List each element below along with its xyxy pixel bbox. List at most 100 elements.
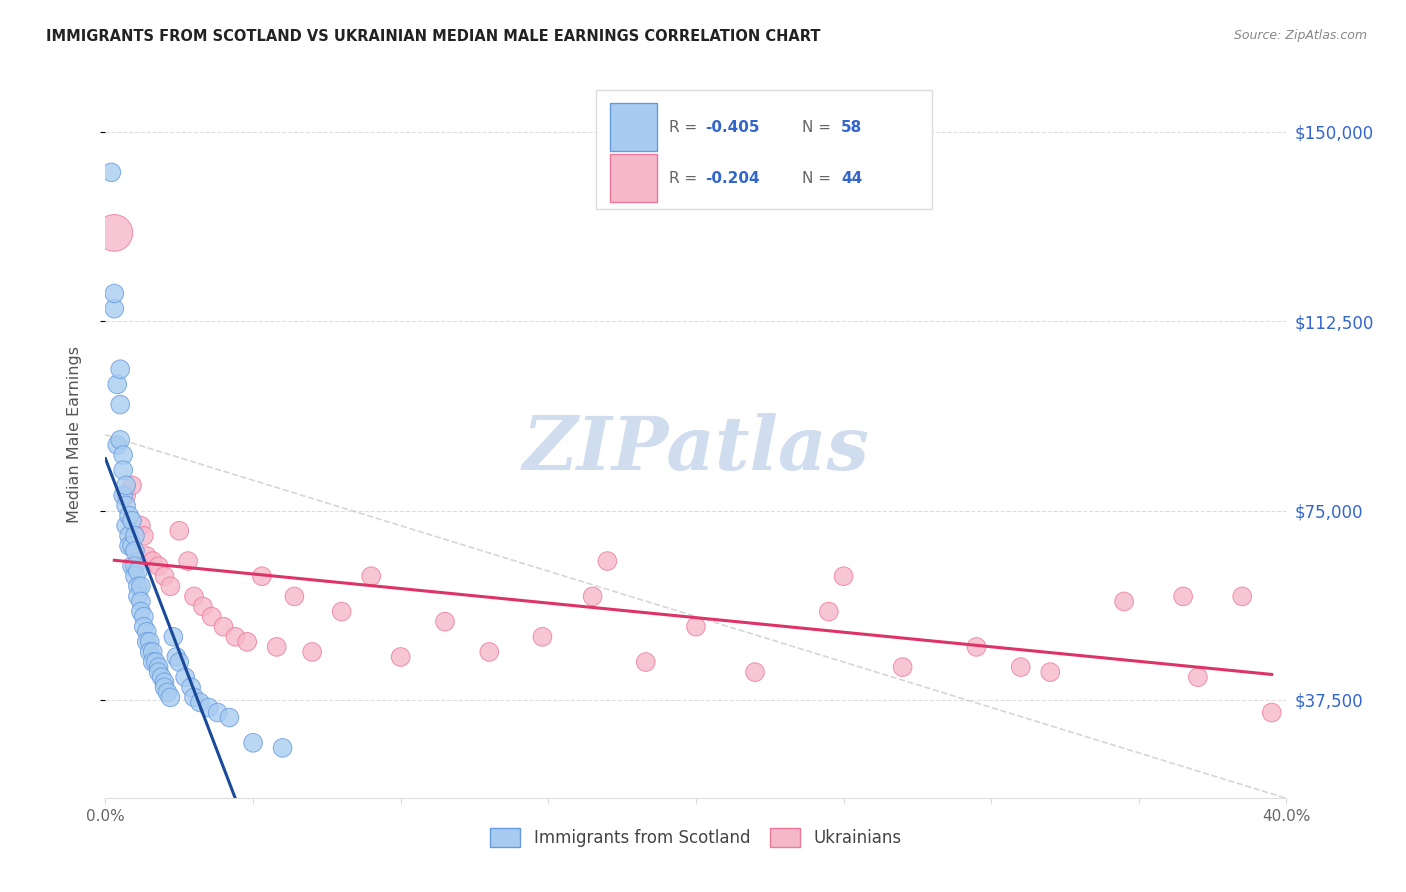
Point [174, 670, 197, 684]
Point [127, 590, 149, 604]
Point [218, 710, 240, 724]
Text: 44: 44 [841, 170, 862, 186]
Point [177, 554, 200, 568]
Point [183, 690, 205, 705]
Point [389, 650, 412, 665]
Point [132, 609, 155, 624]
Point [121, 478, 143, 492]
Point [129, 605, 152, 619]
Point [132, 620, 155, 634]
Point [124, 529, 146, 543]
Point [135, 635, 157, 649]
Point [110, 433, 132, 447]
Point [191, 599, 214, 614]
Point [242, 736, 264, 750]
Point [127, 564, 149, 578]
Point [818, 605, 841, 619]
FancyBboxPatch shape [596, 89, 932, 210]
Point [1261, 706, 1284, 720]
Point [127, 579, 149, 593]
Point [115, 499, 138, 513]
Point [271, 740, 294, 755]
Text: IMMIGRANTS FROM SCOTLAND VS UKRAINIAN MEDIAN MALE EARNINGS CORRELATION CHART: IMMIGRANTS FROM SCOTLAND VS UKRAINIAN ME… [46, 29, 821, 44]
Point [142, 554, 165, 568]
Point [138, 635, 162, 649]
Point [250, 569, 273, 583]
Point [596, 554, 619, 568]
Point [330, 605, 353, 619]
Point [634, 655, 657, 669]
Point [582, 590, 605, 604]
Point [142, 645, 165, 659]
Point [142, 655, 165, 669]
Point [150, 670, 173, 684]
Point [180, 680, 202, 694]
Point [283, 590, 305, 604]
FancyBboxPatch shape [610, 154, 657, 202]
Point [744, 665, 766, 680]
Point [110, 362, 132, 376]
Point [135, 624, 157, 639]
Point [100, 165, 122, 179]
Point [112, 463, 135, 477]
Point [132, 529, 155, 543]
Point [169, 524, 191, 538]
Point [360, 569, 382, 583]
Point [124, 569, 146, 583]
Text: N =: N = [803, 120, 837, 135]
Point [478, 645, 501, 659]
Point [145, 655, 167, 669]
Text: N =: N = [803, 170, 837, 186]
Point [162, 630, 184, 644]
Point [153, 680, 176, 694]
Point [236, 635, 259, 649]
Point [118, 508, 141, 523]
Point [112, 448, 135, 462]
Text: Source: ZipAtlas.com: Source: ZipAtlas.com [1233, 29, 1367, 42]
Point [121, 514, 143, 528]
Point [891, 660, 914, 674]
Point [201, 609, 224, 624]
Point [1187, 670, 1209, 684]
Point [129, 579, 152, 593]
Point [129, 594, 152, 608]
Text: R =: R = [669, 170, 702, 186]
Point [129, 518, 152, 533]
Y-axis label: Median Male Earnings: Median Male Earnings [67, 346, 82, 524]
Legend: Immigrants from Scotland, Ukrainians: Immigrants from Scotland, Ukrainians [484, 822, 908, 854]
Point [1171, 590, 1194, 604]
Point [105, 377, 128, 392]
Text: ZIPatlas: ZIPatlas [523, 413, 869, 485]
Point [148, 665, 170, 680]
Point [188, 695, 211, 709]
Point [433, 615, 456, 629]
Point [1114, 594, 1136, 608]
Text: -0.405: -0.405 [706, 120, 759, 135]
Point [212, 620, 235, 634]
Text: -0.204: -0.204 [706, 170, 761, 186]
Point [103, 301, 125, 316]
Point [1039, 665, 1062, 680]
Point [121, 539, 143, 553]
Point [118, 529, 141, 543]
Point [531, 630, 554, 644]
Point [115, 478, 138, 492]
Point [965, 640, 987, 654]
Text: R =: R = [669, 120, 702, 135]
Point [118, 539, 141, 553]
Point [103, 226, 125, 240]
Point [148, 660, 170, 674]
Point [148, 559, 170, 574]
Point [124, 559, 146, 574]
Point [1232, 590, 1254, 604]
Point [135, 549, 157, 563]
Point [124, 544, 146, 558]
Point [138, 645, 162, 659]
Point [159, 690, 181, 705]
Point [115, 488, 138, 502]
Point [121, 559, 143, 574]
FancyBboxPatch shape [610, 103, 657, 152]
Point [112, 488, 135, 502]
Point [153, 675, 176, 690]
Point [301, 645, 323, 659]
